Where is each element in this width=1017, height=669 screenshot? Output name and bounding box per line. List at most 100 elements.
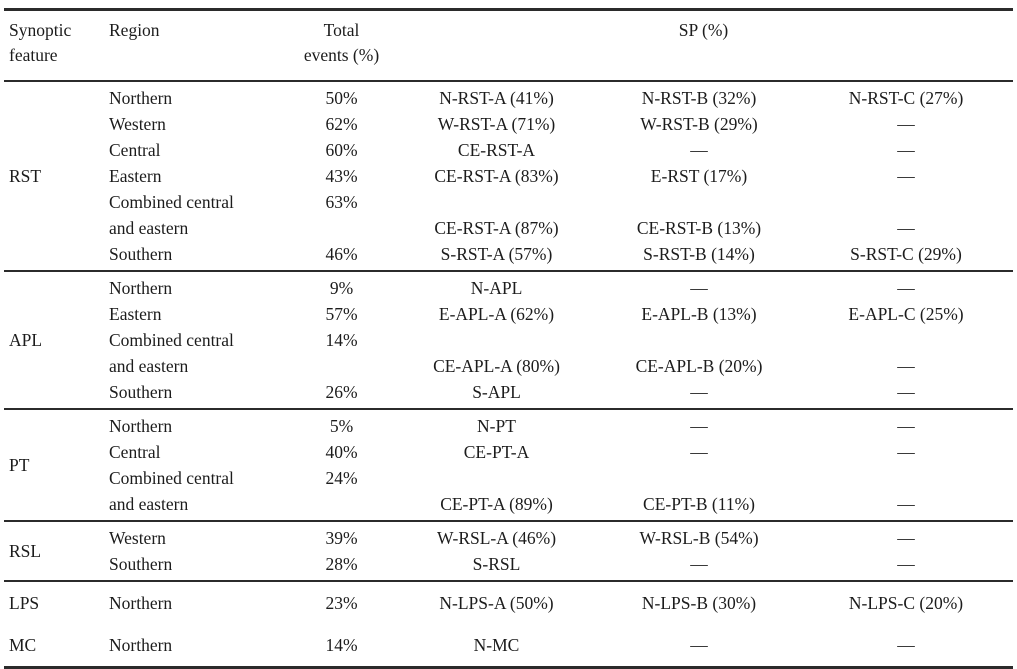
sp-cell: W-RST-B (29%)	[640, 114, 758, 134]
region-cell: Combined central	[109, 192, 234, 212]
table-row: RST Northern 50% N-RST-A (41%) N-RST-B (32%)…	[4, 81, 1013, 186]
sp-cell: S-RST-B (14%)	[643, 244, 755, 264]
region-cell: Northern	[109, 416, 173, 436]
table-row: and eastern CE-RST-A (87%) CE-RST-B (13%) —	[4, 215, 1013, 241]
table-row: Combined central 14%	[4, 327, 1013, 353]
table-row: RSL Western 39% W-RSL-A (46%) W-RSL-B (54%) —	[4, 521, 1014, 561]
sp-cell: E-APL-C (25%)	[848, 304, 964, 324]
table-row: Eastern 43% CE-RST-A (83%) E-RST (17%) —	[4, 163, 1013, 189]
region-cell: Southern	[109, 554, 173, 574]
feature-cell: PT	[9, 455, 30, 475]
sp-cell: —	[897, 140, 915, 160]
sp-cell: —	[897, 382, 915, 402]
total-cell: 39%	[325, 528, 358, 548]
sp-cell: CE-RST-B (13%)	[636, 218, 762, 238]
sp-cell: E-RST (17%)	[650, 166, 748, 186]
region-cell: Combined central	[109, 468, 234, 488]
sp-cell: N-APL	[470, 278, 523, 298]
total-cell: 60%	[325, 140, 358, 160]
header-synoptic-line1: Synoptic	[9, 20, 72, 40]
region-cell: Eastern	[109, 304, 162, 324]
region-cell: Northern	[109, 635, 173, 655]
sp-cell: S-RST-C (29%)	[850, 244, 962, 264]
sp-cell: CE-APL-A (80%)	[433, 356, 560, 376]
header-total-line2: events (%)	[303, 45, 380, 65]
sp-cell: —	[897, 416, 915, 436]
table-header: Synoptic feature Region Total events (%)…	[4, 9, 1014, 82]
sp-cell	[599, 189, 799, 215]
table-row: Combined central 63%	[4, 189, 1013, 215]
region-cell: Northern	[109, 88, 173, 108]
sp-cell: N-RST-C (27%)	[848, 88, 964, 108]
total-cell: 40%	[325, 442, 358, 462]
feature-cell: APL	[9, 330, 43, 350]
region-cell: Central	[109, 442, 161, 462]
sp-cell: N-RST-B (32%)	[641, 88, 757, 108]
sp-cell: S-RSL	[472, 554, 521, 574]
feature-cell: RSL	[9, 541, 42, 561]
total-cell: 43%	[325, 166, 358, 186]
total-cell: 46%	[325, 244, 358, 264]
sp-cell: W-RST-A (71%)	[437, 114, 556, 134]
sp-cell: —	[897, 114, 915, 134]
header-synoptic-feature: Synoptic feature	[4, 9, 99, 82]
sp-cell: CE-RST-A (83%)	[434, 166, 559, 186]
sp-cell: CE-RST-A	[457, 140, 536, 160]
sp-cell: —	[897, 554, 915, 574]
total-cell: 5%	[329, 416, 354, 436]
table-row: LPS Northern 23% N-LPS-A (50%) N-LPS-B (30%)…	[4, 581, 1014, 624]
region-cell: Northern	[109, 278, 173, 298]
total-cell: 23%	[325, 593, 358, 613]
feature-cell: MC	[9, 635, 37, 655]
sp-cell: —	[897, 635, 915, 655]
sp-cell	[599, 465, 799, 491]
sp-cell: N-LPS-A (50%)	[439, 593, 554, 613]
region-cell: Combined central	[109, 330, 234, 350]
sp-cell: —	[690, 278, 708, 298]
sp-cell: CE-PT-A	[463, 442, 530, 462]
sp-cell: N-LPS-C (20%)	[848, 593, 964, 613]
table-row: APL Northern 9% N-APL — —	[4, 271, 1014, 350]
header-row: Synoptic feature Region Total events (%)…	[4, 9, 1014, 82]
sp-cell	[394, 189, 599, 215]
header-total-events: Total events (%)	[289, 9, 394, 82]
sp-cell: N-PT	[477, 416, 516, 436]
region-cell: Southern	[109, 244, 173, 264]
table-row: Eastern 57% E-APL-A (62%) E-APL-B (13%) E-AP…	[4, 301, 1013, 327]
sp-cell: CE-PT-A (89%)	[440, 494, 553, 514]
total-cell: 62%	[325, 114, 358, 134]
sp-cell	[394, 327, 599, 353]
feature-cell: LPS	[9, 593, 40, 613]
sp-cell: —	[690, 442, 708, 462]
sp-cell: —	[690, 416, 708, 436]
total-cell: 14%	[325, 635, 358, 655]
header-total-line1: Total	[323, 20, 360, 40]
table-row: PT Northern 5% N-PT — —	[4, 409, 1014, 475]
total-cell: 50%	[325, 88, 358, 108]
region-cell: and eastern	[109, 218, 189, 238]
sp-cell	[599, 327, 799, 353]
sp-cell: W-RSL-A (46%)	[436, 528, 557, 548]
region-cell: and eastern	[109, 356, 189, 376]
sp-cell: —	[897, 442, 915, 462]
sp-cell: CE-APL-B (20%)	[635, 356, 763, 376]
sp-cell: —	[897, 166, 915, 186]
total-cell: 14%	[325, 330, 358, 350]
table-row: Central 60% CE-RST-A — —	[4, 137, 1013, 163]
sp-cell: S-APL	[472, 382, 521, 402]
sp-cell: CE-PT-B (11%)	[643, 494, 755, 514]
sp-cell: —	[690, 554, 708, 574]
total-cell	[289, 491, 394, 521]
document-table: Synoptic feature Region Total events (%)…	[4, 8, 1014, 669]
table-row: Southern 26% S-APL — —	[4, 379, 1013, 409]
total-cell: 28%	[325, 554, 358, 574]
sp-cell	[394, 465, 599, 491]
total-cell	[289, 215, 394, 241]
region-cell: Central	[109, 140, 161, 160]
sp-cell: W-RSL-B (54%)	[639, 528, 759, 548]
header-region: Region	[99, 9, 289, 82]
region-cell: Western	[109, 114, 166, 134]
table-row: Central 40% CE-PT-A — —	[4, 439, 1013, 465]
sp-cell: —	[690, 635, 708, 655]
header-synoptic-line2: feature	[9, 45, 58, 65]
